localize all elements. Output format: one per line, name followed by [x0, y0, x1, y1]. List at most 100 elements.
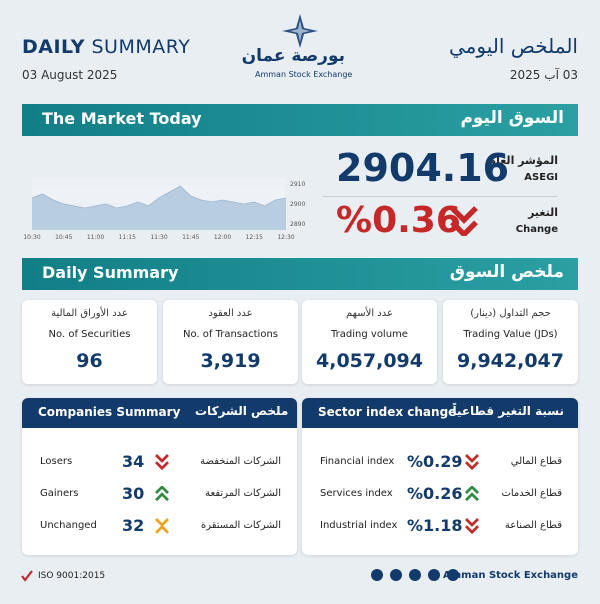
- card-value: 9,942,047: [457, 350, 564, 372]
- logo-mark: [282, 14, 318, 48]
- panel-title-ar: ملخص الشركات: [195, 404, 289, 418]
- card-value: 3,919: [200, 350, 261, 372]
- card: [302, 300, 437, 384]
- index-label: ASEGI: [524, 172, 558, 183]
- panel-header: [22, 398, 297, 428]
- row-value: 34: [122, 452, 145, 471]
- row-label-ar: الشركات المستقرة: [200, 520, 281, 531]
- date: 03 August 2025: [22, 68, 118, 82]
- panel-title-ar: نسبة التغير قطاعياً: [452, 404, 564, 418]
- card-label: No. of Transactions: [182, 329, 278, 340]
- chevron: [155, 454, 169, 463]
- chevron: [155, 486, 169, 494]
- row-label-ar: قطاع الصناعة: [504, 520, 562, 531]
- card-label-ar: حجم التداول (دينار): [470, 308, 551, 319]
- banner: [22, 258, 578, 290]
- chevron: [155, 461, 169, 470]
- chevron: [155, 518, 169, 527]
- card-label: Trading volume: [331, 329, 408, 340]
- row-value: 32: [122, 516, 145, 535]
- row-label: Gainers: [40, 488, 79, 499]
- index-value: 2904.16: [336, 146, 510, 190]
- chevron: [155, 524, 169, 534]
- card-label-ar: عدد الأوراق المالية: [51, 308, 128, 319]
- change-icon: [450, 206, 478, 236]
- x-tick-label: 10:30: [23, 234, 40, 241]
- panel-title: Companies Summary: [38, 405, 181, 419]
- chevron: [465, 486, 479, 494]
- banner-title-ar: السوق اليوم: [460, 108, 564, 128]
- card: [443, 300, 578, 384]
- logo-ar: بورصة عمان: [241, 46, 345, 66]
- card-label: No. of Securities: [48, 329, 131, 340]
- chevron: [465, 461, 479, 470]
- chevron: [465, 525, 479, 534]
- card-value: 4,057,094: [316, 350, 423, 372]
- x-tick-label: 10:45: [55, 234, 72, 241]
- chevron: [465, 518, 479, 527]
- panel-title: Sector index change: [318, 405, 457, 419]
- banner: [22, 104, 578, 136]
- x-tick-label: 11:00: [87, 234, 104, 241]
- iso: ISO 9001:2015: [38, 571, 106, 581]
- title: DAILY SUMMARY: [22, 36, 190, 58]
- y-tick-label: 2890: [290, 221, 305, 228]
- card: [22, 300, 157, 384]
- area: [32, 186, 286, 230]
- direction-icon: [155, 518, 169, 534]
- x-tick-label: 11:45: [182, 234, 199, 241]
- chevron: [450, 206, 478, 224]
- index-label-ar: المؤشر العام: [488, 154, 558, 167]
- title-light: SUMMARY: [91, 36, 191, 58]
- chevron: [465, 492, 479, 502]
- title-ar: الملخص اليومي: [448, 34, 578, 58]
- row-label: Industrial index: [320, 520, 398, 531]
- card: [163, 300, 298, 384]
- card-value: 96: [76, 350, 103, 372]
- row-label: Losers: [40, 456, 73, 467]
- social-icons: [371, 569, 459, 581]
- row-label-ar: الشركات المرتفعة: [205, 488, 281, 499]
- panel-header: [302, 398, 578, 428]
- date-ar: 03 آب 2025: [509, 68, 578, 82]
- row-value: %0.29: [407, 452, 463, 471]
- check-icon: [21, 570, 33, 582]
- x-tick-label: 12:00: [214, 234, 231, 241]
- row-label-ar: قطاع الخدمات: [501, 488, 562, 499]
- index-chart: 2890 2900 2910 10:30 10:45 11:00 11:15 11:30 11:…: [23, 178, 305, 241]
- card-label-ar: عدد العقود: [208, 308, 253, 319]
- row-value: %1.18: [407, 516, 463, 535]
- x-tick-label: 12:15: [246, 234, 263, 241]
- row-value: 30: [122, 484, 145, 503]
- change-label-ar: التغير: [528, 206, 558, 219]
- chevron: [450, 220, 478, 236]
- banner-title-ar: ملخص السوق: [449, 262, 564, 282]
- y-tick-label: 2900: [290, 201, 305, 208]
- direction-icon: [465, 486, 479, 502]
- row-label: Services index: [320, 488, 393, 499]
- row-label: Unchanged: [40, 520, 97, 531]
- divider: [322, 196, 558, 197]
- row-label-ar: الشركات المنخفضة: [200, 456, 281, 467]
- row-label-ar: قطاع المالي: [510, 456, 562, 467]
- change-label: Change: [515, 224, 558, 235]
- change-value: %0.36: [336, 200, 461, 241]
- chevron: [465, 454, 479, 463]
- y-tick-label: 2910: [290, 181, 305, 188]
- x-tick-label: 11:15: [119, 234, 136, 241]
- direction-icon: [155, 486, 169, 502]
- x-tick-label: 11:30: [150, 234, 167, 241]
- direction-icon: [465, 518, 479, 534]
- card-label: Trading Value (JDs): [463, 329, 558, 340]
- row-label: Financial index: [320, 456, 395, 467]
- title-bold: DAILY: [22, 36, 85, 58]
- x-tick-label: 12:30: [277, 234, 294, 241]
- banner-title: The Market Today: [42, 109, 202, 128]
- direction-icon: [465, 454, 479, 470]
- chevron: [155, 492, 169, 502]
- logo-en: Amman Stock Exchange: [255, 70, 353, 79]
- banner-title: Daily Summary: [42, 263, 179, 282]
- card-label-ar: عدد الأسهم: [346, 308, 393, 319]
- direction-icon: [155, 454, 169, 470]
